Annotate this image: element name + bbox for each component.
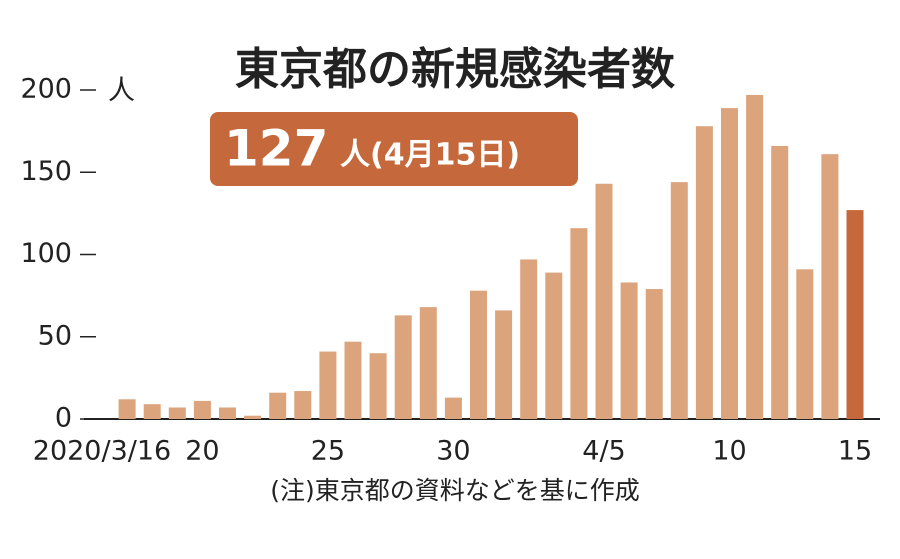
- chart-title: 東京都の新規感染者数: [235, 44, 675, 95]
- bar: [796, 269, 814, 419]
- bar: [520, 259, 538, 419]
- bar: [294, 391, 312, 419]
- annotation-badge: [210, 112, 578, 186]
- bar: [695, 126, 713, 419]
- annotation-text: 人(4月15日): [340, 138, 520, 173]
- bar: [620, 282, 638, 419]
- y-tick-label: 50: [38, 320, 72, 351]
- bar: [244, 415, 262, 419]
- bar: [746, 94, 764, 419]
- bar: [821, 154, 839, 419]
- x-tick-label: 4/5: [582, 436, 625, 467]
- x-tick-label: 10: [712, 436, 746, 467]
- bar: [168, 407, 186, 419]
- bar: [570, 228, 588, 419]
- bar: [344, 341, 362, 419]
- bar: [595, 183, 613, 419]
- bar: [495, 310, 513, 419]
- bar: [670, 182, 688, 419]
- bar: [193, 400, 211, 419]
- bar: [394, 315, 412, 419]
- bar: [369, 353, 387, 419]
- note: (注)東京都の資料などを基に作成: [270, 476, 640, 505]
- x-tick-label: 15: [838, 436, 872, 467]
- bar: [444, 397, 462, 419]
- bar: [118, 399, 136, 419]
- bar: [143, 404, 161, 419]
- bar: [721, 108, 738, 419]
- bar: [645, 289, 663, 419]
- y-tick-label: 100: [20, 238, 72, 269]
- bar: [545, 272, 563, 419]
- y-tick-label: 0: [55, 403, 72, 434]
- annotation-number: 127: [224, 120, 328, 178]
- x-tick-label: 30: [436, 436, 470, 467]
- x-tick-label: 25: [311, 436, 345, 467]
- bar: [319, 351, 337, 419]
- bar: [419, 307, 437, 419]
- x-tick-label: 20: [185, 436, 219, 467]
- bar: [269, 392, 287, 419]
- bar: [470, 290, 487, 419]
- y-unit: 人: [108, 76, 135, 107]
- bar: [219, 407, 236, 419]
- bar: [846, 210, 864, 419]
- x-tick-label: 2020/3/16: [33, 436, 171, 467]
- y-tick-label: 200: [20, 74, 72, 105]
- bar: [771, 145, 789, 419]
- y-tick-label: 150: [20, 156, 72, 187]
